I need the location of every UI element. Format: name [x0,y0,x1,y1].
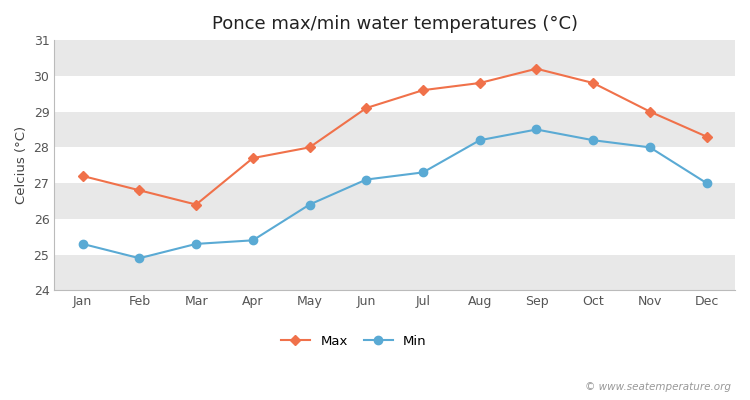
Min [476,138,484,143]
Max [78,174,87,178]
Min [305,202,314,207]
Min [702,181,711,186]
Max [476,81,484,86]
Max [248,156,257,160]
Text: © www.seatemperature.org: © www.seatemperature.org [585,382,731,392]
Max [362,106,370,110]
Min [78,242,87,246]
Min [362,177,370,182]
Line: Min: Min [79,125,711,262]
Title: Ponce max/min water temperatures (°C): Ponce max/min water temperatures (°C) [211,15,578,33]
Min [646,145,655,150]
Y-axis label: Celcius (°C): Celcius (°C) [15,126,28,204]
Max [419,88,428,92]
Max [532,66,541,71]
Min [135,256,144,261]
Legend: Max, Min: Max, Min [275,330,432,354]
Min [248,238,257,243]
Max [589,81,598,86]
Min [191,242,200,246]
Max [646,109,655,114]
Bar [54,112,735,147]
Bar [54,255,735,290]
Bar [54,40,735,76]
Max [191,202,200,207]
Max [135,188,144,193]
Max [305,145,314,150]
Bar [54,183,735,219]
Max [702,134,711,139]
Line: Max: Max [79,65,710,208]
Min [589,138,598,143]
Min [532,127,541,132]
Min [419,170,428,175]
